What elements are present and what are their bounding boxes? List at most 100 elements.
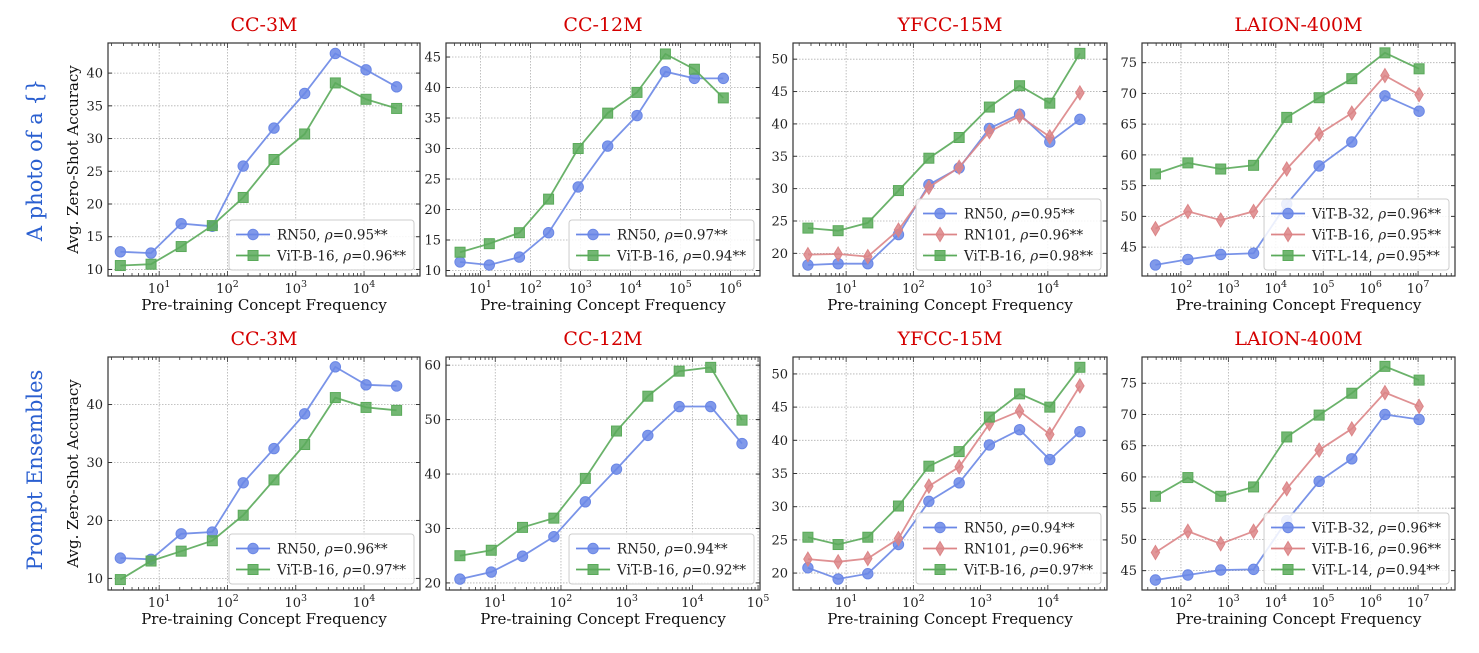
data-point [1044, 453, 1056, 466]
x-tick-label: 103 [1217, 279, 1240, 297]
x-tick-label: 103 [569, 279, 592, 297]
data-point [114, 260, 126, 272]
x-tick-label: 101 [148, 279, 171, 297]
data-point [145, 258, 157, 270]
y-tick-label: 10 [86, 572, 103, 587]
data-point [237, 509, 249, 521]
x-tick-label: 103 [1217, 593, 1240, 611]
data-point [329, 392, 341, 404]
data-point [1413, 374, 1425, 386]
x-tick-label: 104 [353, 279, 376, 297]
y-tick-label: 40 [771, 117, 788, 132]
legend-marker [247, 250, 259, 261]
legend-marker [1282, 207, 1294, 220]
data-point [673, 400, 685, 413]
legend-marker [247, 542, 259, 555]
data-point [1013, 423, 1026, 436]
series-RN50 [114, 361, 403, 565]
x-tick-label: 103 [615, 593, 638, 611]
x-tick-label: 105 [1312, 279, 1335, 297]
x-tick-label: 102 [1170, 593, 1193, 611]
x-tick-label: 102 [216, 279, 239, 297]
data-point [175, 241, 187, 253]
legend-label: RN50, ρ=0.94** [617, 542, 728, 558]
subplot-7: 101 102 103 104 20 25 30 35 40 45 50 YFCC-15M Pre-tr… [771, 328, 1108, 628]
data-point [268, 442, 280, 455]
y-tick-label: 45 [1120, 564, 1137, 579]
x-tick-label: 102 [902, 279, 925, 297]
legend-marker [934, 521, 946, 534]
series-line [120, 52, 398, 255]
data-point [1346, 453, 1358, 465]
data-point [631, 86, 643, 98]
legend-marker [935, 540, 945, 557]
x-tick-label: 103 [969, 593, 992, 611]
data-point [299, 128, 311, 140]
data-point [1183, 203, 1193, 220]
data-point [1379, 90, 1391, 102]
series-ViT-B-16 [1150, 67, 1424, 237]
y-tick-label: 30 [86, 456, 103, 471]
data-point [659, 65, 672, 78]
data-point [833, 553, 843, 570]
legend-label: RN50, ρ=0.94** [964, 521, 1075, 537]
data-point [983, 439, 996, 451]
data-point [953, 446, 965, 458]
legend-label: ViT-B-16, ρ=0.92** [616, 563, 746, 579]
legend: RN50, ρ=0.97** ViT-B-16, ρ=0.94** [568, 219, 755, 271]
x-tick-label: 104 [681, 593, 704, 611]
data-point [391, 404, 403, 416]
y-tick-label: 50 [771, 53, 788, 68]
data-point [1281, 161, 1292, 178]
data-point [602, 107, 614, 119]
data-point [516, 550, 529, 562]
axes-frame [445, 42, 761, 277]
data-point [1014, 108, 1025, 125]
data-point [579, 472, 591, 484]
data-point [1149, 574, 1162, 586]
data-point [1247, 247, 1260, 259]
data-point [206, 535, 218, 547]
data-point [1014, 388, 1026, 400]
data-point [513, 227, 525, 239]
x-tick-label: 104 [1265, 279, 1288, 297]
y-tick-label: 40 [86, 67, 103, 82]
data-point [863, 550, 873, 567]
legend-label: ViT-B-16, ρ=0.95** [1311, 228, 1441, 244]
axes-frame [792, 42, 1108, 277]
subplot-title: YFCC-15M [897, 14, 1003, 36]
subplot-title: LAION-400M [1234, 14, 1362, 36]
data-point [485, 566, 497, 578]
data-point [1215, 564, 1227, 576]
y-axis-label: Avg. Zero-Shot Accuracy [64, 379, 82, 569]
x-tick-label: 103 [284, 279, 307, 297]
legend: RN50, ρ=0.95** RN101, ρ=0.96** ViT-B-16, ρ… [915, 198, 1102, 271]
y-tick-label: 20 [771, 567, 788, 582]
data-point [360, 401, 372, 413]
data-point [673, 365, 685, 377]
series-RN50 [454, 400, 748, 585]
data-point [924, 478, 934, 495]
legend-marker [587, 564, 599, 575]
data-point [1346, 387, 1358, 399]
y-tick-label: 15 [424, 234, 441, 249]
y-tick-label: 25 [86, 165, 103, 180]
legend-marker [935, 226, 945, 243]
y-tick-label: 45 [1120, 241, 1137, 256]
y-tick-label: 50 [424, 413, 441, 428]
series-ViT-B-16 [114, 77, 403, 272]
row-label-bottom: Prompt Ensembles [23, 370, 47, 571]
y-tick-label: 20 [424, 203, 441, 218]
legend-label: ViT-B-32, ρ=0.96** [1311, 207, 1441, 223]
legend-marker [1283, 226, 1293, 243]
data-point [1380, 384, 1390, 401]
data-point [390, 81, 403, 93]
legend-box [1263, 198, 1450, 271]
data-point [631, 109, 643, 122]
series-ViT-B-16 [1150, 384, 1424, 561]
data-point [206, 220, 218, 232]
data-point [454, 573, 466, 585]
y-tick-label: 55 [1120, 502, 1137, 517]
y-tick-label: 30 [771, 182, 788, 197]
